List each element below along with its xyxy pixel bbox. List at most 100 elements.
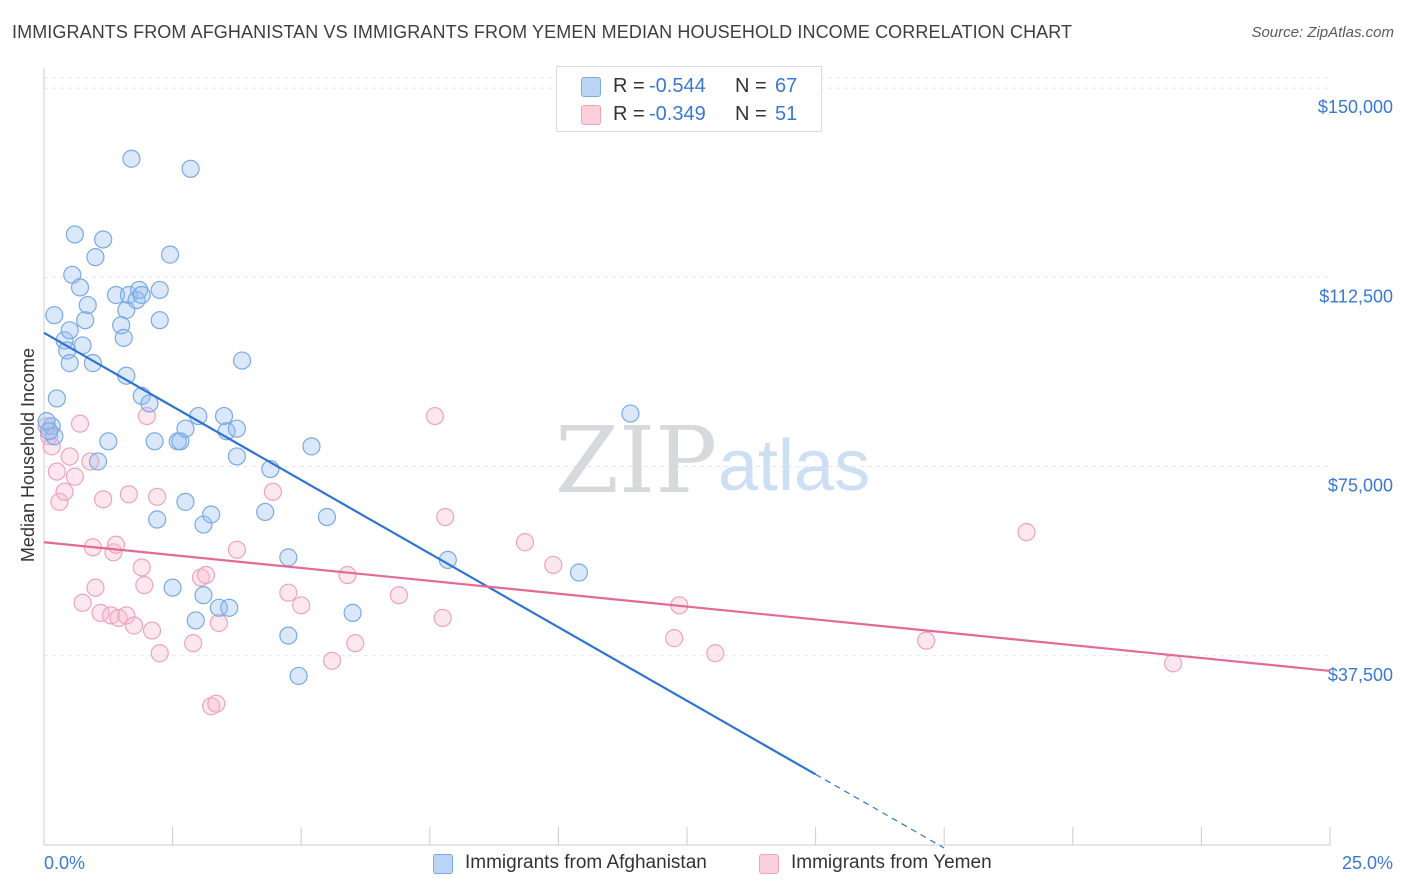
point-afghanistan <box>86 248 105 267</box>
point-afghanistan <box>150 311 169 330</box>
legend-r-value: -0.349 <box>649 103 706 125</box>
point-yemen <box>389 586 409 605</box>
point-afghanistan <box>47 389 66 408</box>
bottom-legend-label-yemen: Immigrants from Yemen <box>791 852 992 873</box>
point-afghanistan <box>106 285 126 305</box>
tick-labels: $37,500 $75,000 $112,500 $150,000 0.0% 25.0% <box>44 97 1393 873</box>
point-afghanistan <box>227 419 246 438</box>
point-afghanistan <box>45 427 64 446</box>
point-yemen <box>86 578 105 597</box>
legend-swatch-yemen <box>581 105 601 125</box>
y-tick-label: $150,000 <box>1318 97 1393 117</box>
legend-n-value: 51 <box>775 103 798 125</box>
point-yemen <box>55 482 74 501</box>
watermark-zip: ZIP <box>555 407 717 514</box>
point-yemen <box>94 490 113 509</box>
point-afghanistan <box>60 321 79 340</box>
point-yemen <box>544 555 563 575</box>
point-afghanistan <box>289 666 308 686</box>
point-yemen <box>119 485 138 504</box>
point-afghanistan <box>122 149 141 168</box>
point-afghanistan <box>317 507 337 527</box>
point-afghanistan <box>220 598 239 617</box>
legend-r-value: -0.544 <box>649 75 706 97</box>
point-afghanistan <box>88 452 108 471</box>
point-yemen <box>65 467 84 486</box>
point-yemen <box>279 583 298 602</box>
point-yemen <box>433 608 452 628</box>
x-tick-label: 0.0% <box>44 853 85 873</box>
legend-n-label: N = <box>735 75 767 97</box>
point-afghanistan <box>232 351 252 370</box>
point-yemen <box>202 697 221 716</box>
point-yemen <box>207 694 226 713</box>
point-yemen <box>148 487 167 506</box>
point-yemen <box>196 565 216 585</box>
x-tick-label: 25.0% <box>1342 853 1393 873</box>
chart-title: IMMIGRANTS FROM AFGHANISTAN VS IMMIGRANT… <box>12 22 1073 42</box>
point-yemen <box>1017 523 1036 542</box>
point-afghanistan <box>209 598 228 617</box>
point-afghanistan <box>279 626 298 645</box>
point-yemen <box>117 606 136 625</box>
point-afghanistan <box>163 578 182 597</box>
point-yemen <box>227 540 246 559</box>
point-yemen <box>346 634 365 653</box>
point-afghanistan <box>569 563 589 582</box>
point-yemen <box>338 565 357 585</box>
point-yemen <box>436 507 455 527</box>
point-afghanistan <box>202 505 221 524</box>
point-yemen <box>135 576 154 595</box>
bottom-legend-swatch-yemen <box>759 854 779 874</box>
point-yemen <box>425 406 445 426</box>
point-yemen <box>1164 654 1183 673</box>
legend-n-label: N = <box>735 103 767 125</box>
point-yemen <box>132 558 151 577</box>
legend-r-label: R = <box>613 75 645 97</box>
y-axis-label: Median Household Income <box>18 348 38 562</box>
point-yemen <box>292 596 311 615</box>
axes <box>43 68 1331 846</box>
point-afghanistan <box>45 306 64 325</box>
point-yemen <box>50 492 69 511</box>
legend-swatch-afghanistan <box>581 77 601 97</box>
point-afghanistan <box>76 311 95 330</box>
series-afghanistan-points <box>37 149 640 686</box>
point-afghanistan <box>186 611 205 630</box>
point-yemen <box>322 651 342 670</box>
watermark-atlas: atlas <box>718 426 870 506</box>
bottom-legend-swatch-afghanistan <box>433 854 453 874</box>
point-afghanistan <box>140 394 159 413</box>
point-afghanistan <box>227 447 246 466</box>
point-yemen <box>81 452 100 471</box>
point-yemen <box>124 616 144 635</box>
point-afghanistan <box>279 548 298 567</box>
trend-line-afghanistan <box>43 331 817 776</box>
point-afghanistan <box>256 502 275 522</box>
point-afghanistan <box>60 354 79 373</box>
point-yemen <box>706 644 725 663</box>
watermark: ZIP atlas <box>555 407 870 514</box>
point-afghanistan <box>621 404 640 423</box>
point-afghanistan <box>150 280 169 300</box>
point-yemen <box>73 593 92 612</box>
point-afghanistan <box>114 328 133 347</box>
point-yemen <box>47 462 66 481</box>
point-yemen <box>142 621 162 640</box>
point-yemen <box>917 631 936 650</box>
point-yemen <box>184 634 203 653</box>
point-afghanistan <box>176 492 195 511</box>
correlation-legend: R = -0.544 N = 67 R = -0.349 N = 51 <box>556 66 822 132</box>
legend-n-value: 67 <box>775 75 798 97</box>
point-afghanistan <box>160 245 180 264</box>
source-label: Source: ZipAtlas.com <box>1251 24 1394 41</box>
point-yemen <box>150 644 169 663</box>
point-yemen <box>209 613 228 633</box>
point-afghanistan <box>302 437 321 456</box>
point-afghanistan <box>78 295 97 315</box>
bottom-legend-label-afghanistan: Immigrants from Afghanistan <box>465 852 707 873</box>
point-yemen <box>60 447 79 466</box>
point-afghanistan <box>65 225 84 244</box>
series-yemen-points <box>37 406 1183 716</box>
